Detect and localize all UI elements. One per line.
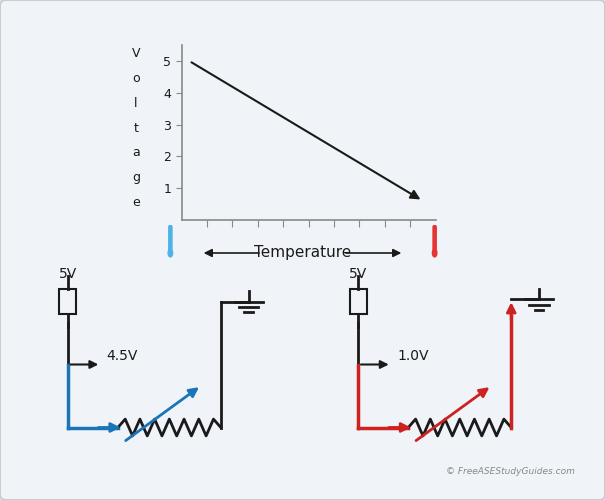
Text: e: e: [132, 196, 140, 209]
Text: t: t: [133, 122, 138, 134]
Text: 5V: 5V: [349, 268, 367, 281]
Text: 4.5V: 4.5V: [106, 350, 138, 364]
Text: V: V: [131, 48, 140, 60]
FancyBboxPatch shape: [169, 226, 172, 250]
Text: 5V: 5V: [59, 268, 77, 281]
Text: Temperature: Temperature: [254, 246, 351, 260]
Circle shape: [168, 249, 172, 257]
Text: a: a: [132, 146, 140, 160]
FancyBboxPatch shape: [433, 226, 436, 250]
Text: l: l: [134, 97, 137, 110]
Bar: [59, 289, 76, 314]
Text: 1.0V: 1.0V: [397, 350, 428, 364]
Circle shape: [433, 249, 437, 257]
Bar: [350, 289, 367, 314]
Text: o: o: [132, 72, 140, 85]
Text: g: g: [132, 171, 140, 184]
Text: © FreeASEStudyGuides.com: © FreeASEStudyGuides.com: [446, 467, 575, 476]
